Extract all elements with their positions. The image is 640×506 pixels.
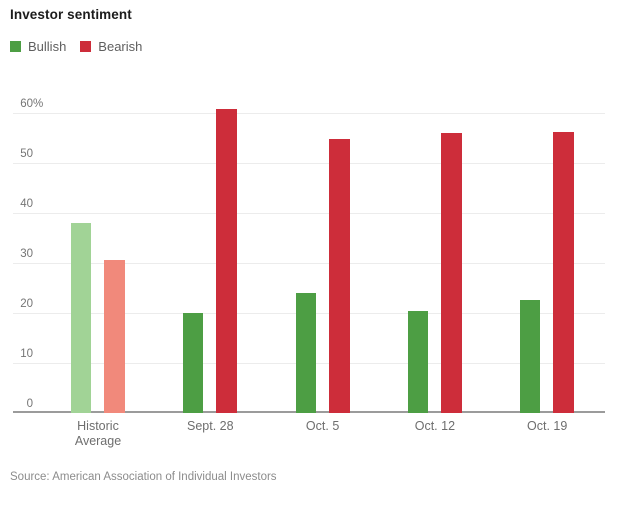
- x-tick-label-line: Historic: [77, 419, 119, 433]
- x-tick-label-line: Oct. 5: [305, 419, 340, 433]
- bar-bearish-oct-19: [553, 132, 575, 413]
- bar-bullish-oct-19: [520, 300, 541, 413]
- y-tick-value: 30: [20, 248, 33, 260]
- x-tick-label-sept-28: Sept. 28: [155, 419, 265, 434]
- bearish-swatch-icon: [80, 41, 92, 52]
- bar-bearish-oct-5: [328, 139, 350, 413]
- y-tick-value: 50: [20, 148, 33, 160]
- gridline-30: [13, 263, 605, 264]
- x-tick-label-line: Oct. 12: [414, 419, 456, 433]
- y-tick-label-50: 50: [0, 147, 33, 161]
- bar-bearish-historic-average: [104, 260, 125, 413]
- legend-label-bearish: Bearish: [98, 39, 143, 54]
- y-tick-value: 20: [20, 298, 33, 310]
- y-tick-value: 0: [26, 398, 33, 410]
- legend-item-bullish: Bullish: [10, 39, 66, 54]
- legend-item-bearish: Bearish: [80, 39, 142, 54]
- bar-bullish-historic-average: [71, 223, 91, 413]
- x-tick-label-oct-12: Oct. 12: [380, 419, 490, 434]
- gridline-60: [13, 113, 605, 114]
- y-tick-label-40: 40: [0, 197, 33, 211]
- bar-bearish-sept-28: [216, 109, 238, 413]
- y-tick-suffix: %: [33, 98, 44, 110]
- x-tick-label-oct-19: Oct. 19: [492, 419, 602, 434]
- bar-bullish-sept-28: [183, 313, 204, 413]
- source-note: Source: American Association of Individu…: [10, 471, 277, 483]
- x-tick-label-line: Average: [74, 434, 122, 448]
- y-tick-label-30: 30: [0, 247, 33, 261]
- gridline-40: [13, 213, 605, 214]
- bullish-swatch-icon: [10, 41, 21, 52]
- x-tick-label-historic-average: Historic Average: [43, 419, 153, 449]
- bar-bullish-oct-12: [407, 311, 428, 413]
- y-tick-value: 40: [20, 198, 33, 210]
- y-tick-value: 60: [20, 98, 33, 110]
- gridline-50: [13, 163, 605, 164]
- legend: Bullish Bearish: [10, 39, 142, 54]
- legend-label-bullish: Bullish: [28, 39, 67, 54]
- y-tick-label-10: 10: [0, 347, 33, 361]
- x-tick-label-line: Oct. 19: [527, 419, 568, 433]
- x-tick-label-oct-5: Oct. 5: [268, 419, 378, 434]
- page-title: Investor sentiment: [10, 7, 132, 22]
- y-tick-label-0: 0: [0, 397, 33, 411]
- y-tick-label-60: 60%: [0, 97, 43, 111]
- y-tick-value: 10: [20, 348, 33, 360]
- bar-bullish-oct-5: [295, 293, 316, 413]
- bar-bearish-oct-12: [440, 133, 462, 413]
- x-tick-label-line: Sept. 28: [187, 419, 234, 433]
- y-tick-label-20: 20: [0, 297, 33, 311]
